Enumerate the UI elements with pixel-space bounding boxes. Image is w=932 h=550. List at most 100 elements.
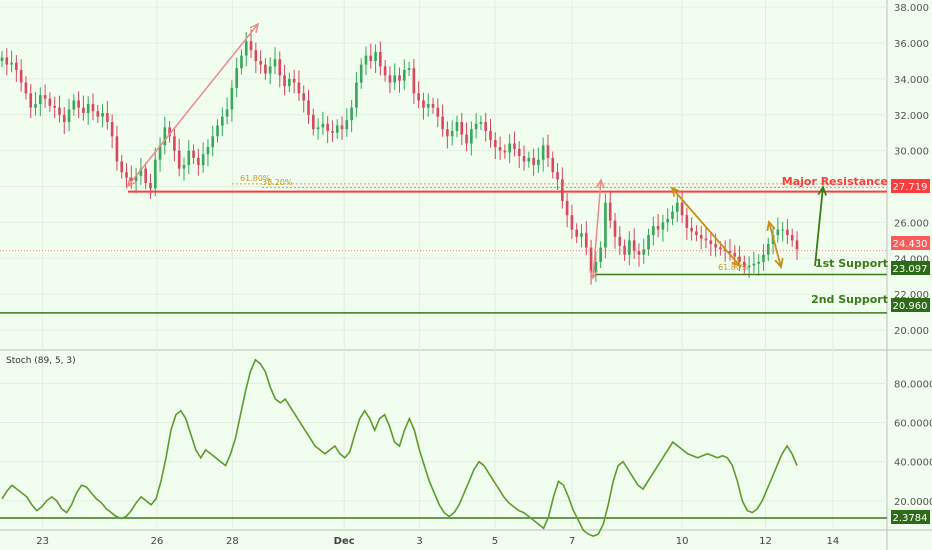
pink-arrow-vertical xyxy=(592,179,602,279)
candle-body xyxy=(197,157,200,166)
green-arrow-up-head xyxy=(817,184,827,196)
candle-body xyxy=(48,98,52,106)
candle-body xyxy=(522,156,526,162)
candle-body xyxy=(283,75,286,87)
candle-body xyxy=(417,93,420,101)
candle-body xyxy=(790,234,794,241)
candle-body xyxy=(508,143,511,153)
price-tick-label: 30.000 xyxy=(894,147,929,158)
candle-body xyxy=(168,127,171,137)
gold-arrow-short xyxy=(768,221,782,268)
candle-body xyxy=(173,136,176,151)
candle-body xyxy=(86,104,90,114)
x-tick-label: 3 xyxy=(416,536,422,547)
x-tick-label: 23 xyxy=(36,536,49,547)
stoch-tick-label: 60.0000 xyxy=(894,419,932,430)
candle-body xyxy=(752,263,756,266)
candle-body xyxy=(513,143,516,149)
price-tick-label: 22.000 xyxy=(894,290,929,301)
second-support-label: 2nd Support xyxy=(811,293,888,306)
gold-arrow-down-head xyxy=(670,186,681,197)
candle-body xyxy=(345,120,349,130)
fib-label-61-8: 61.80% xyxy=(240,174,271,183)
candle-body xyxy=(647,234,650,250)
candle-body xyxy=(402,69,406,81)
candle-body xyxy=(532,157,535,166)
price-tick-label: 20.000 xyxy=(894,326,929,337)
candle-body xyxy=(709,240,713,244)
x-tick-label: 28 xyxy=(226,536,239,547)
candle-body xyxy=(431,104,435,108)
candle-body xyxy=(259,60,262,65)
candle-body xyxy=(72,100,76,110)
candle-body xyxy=(53,105,56,108)
candle-body xyxy=(273,59,277,67)
candle-body xyxy=(158,145,162,160)
stoch-tick-label: 80.0000 xyxy=(894,379,932,390)
candle-body xyxy=(747,265,751,268)
candle-body xyxy=(666,218,670,223)
candle-body xyxy=(589,247,593,273)
candle-body xyxy=(628,240,631,255)
candle-body xyxy=(211,136,215,148)
candle-body xyxy=(120,161,124,173)
candle-body xyxy=(455,121,459,131)
candle-body xyxy=(254,50,258,61)
major-resistance-value: 27.719 xyxy=(893,182,928,193)
candle-body xyxy=(632,240,636,252)
candle-body xyxy=(738,256,741,262)
candle-body xyxy=(383,66,387,76)
candle-body xyxy=(43,95,47,99)
candle-body xyxy=(671,211,674,219)
candle-body xyxy=(393,75,397,83)
candle-body xyxy=(503,150,507,153)
candle-body xyxy=(594,261,598,273)
candle-body xyxy=(766,243,770,255)
candle-body xyxy=(786,229,789,235)
stoch-level-value: 2.3784 xyxy=(893,513,928,524)
candle-body xyxy=(67,109,71,122)
candle-body xyxy=(479,121,483,124)
candle-body xyxy=(34,104,37,108)
price-tick-label: 32.000 xyxy=(894,111,929,122)
x-tick-label: 12 xyxy=(759,536,772,547)
candle-body xyxy=(220,116,224,126)
candle-body xyxy=(316,127,320,130)
candle-body xyxy=(565,200,569,216)
candle-body xyxy=(125,172,128,178)
candle-body xyxy=(91,104,95,112)
candle-body xyxy=(177,150,181,169)
candle-body xyxy=(680,202,684,216)
stoch-title: Stoch (89, 5, 3) xyxy=(6,356,76,366)
current-price-badge xyxy=(891,236,930,250)
pink-arrow-up-head xyxy=(126,177,137,188)
candle-body xyxy=(302,93,306,101)
candle-body xyxy=(541,145,545,160)
candle-body xyxy=(661,222,665,230)
candle-body xyxy=(240,55,243,69)
candle-body xyxy=(38,95,42,105)
candle-body xyxy=(235,68,238,88)
gold-arrow-down-head xyxy=(731,257,742,268)
candle-body xyxy=(719,247,722,250)
candle-body xyxy=(24,82,28,94)
candle-body xyxy=(407,68,411,70)
candle-body xyxy=(321,123,325,128)
candle-body xyxy=(599,247,602,262)
candle-body xyxy=(110,121,114,137)
candle-body xyxy=(604,202,607,248)
candle-body xyxy=(268,66,272,74)
candle-body xyxy=(374,52,377,61)
candle-body xyxy=(230,87,234,110)
candle-body xyxy=(474,123,478,130)
candle-body xyxy=(637,251,641,255)
candle-body xyxy=(699,234,703,239)
candle-body xyxy=(359,64,363,83)
candle-body xyxy=(0,57,4,61)
candle-body xyxy=(388,75,392,83)
fib-label-38-2: 38.20% xyxy=(262,178,293,187)
gold-arrow-short-head xyxy=(774,257,784,269)
candle-body xyxy=(484,121,488,131)
candle-body xyxy=(206,147,210,155)
